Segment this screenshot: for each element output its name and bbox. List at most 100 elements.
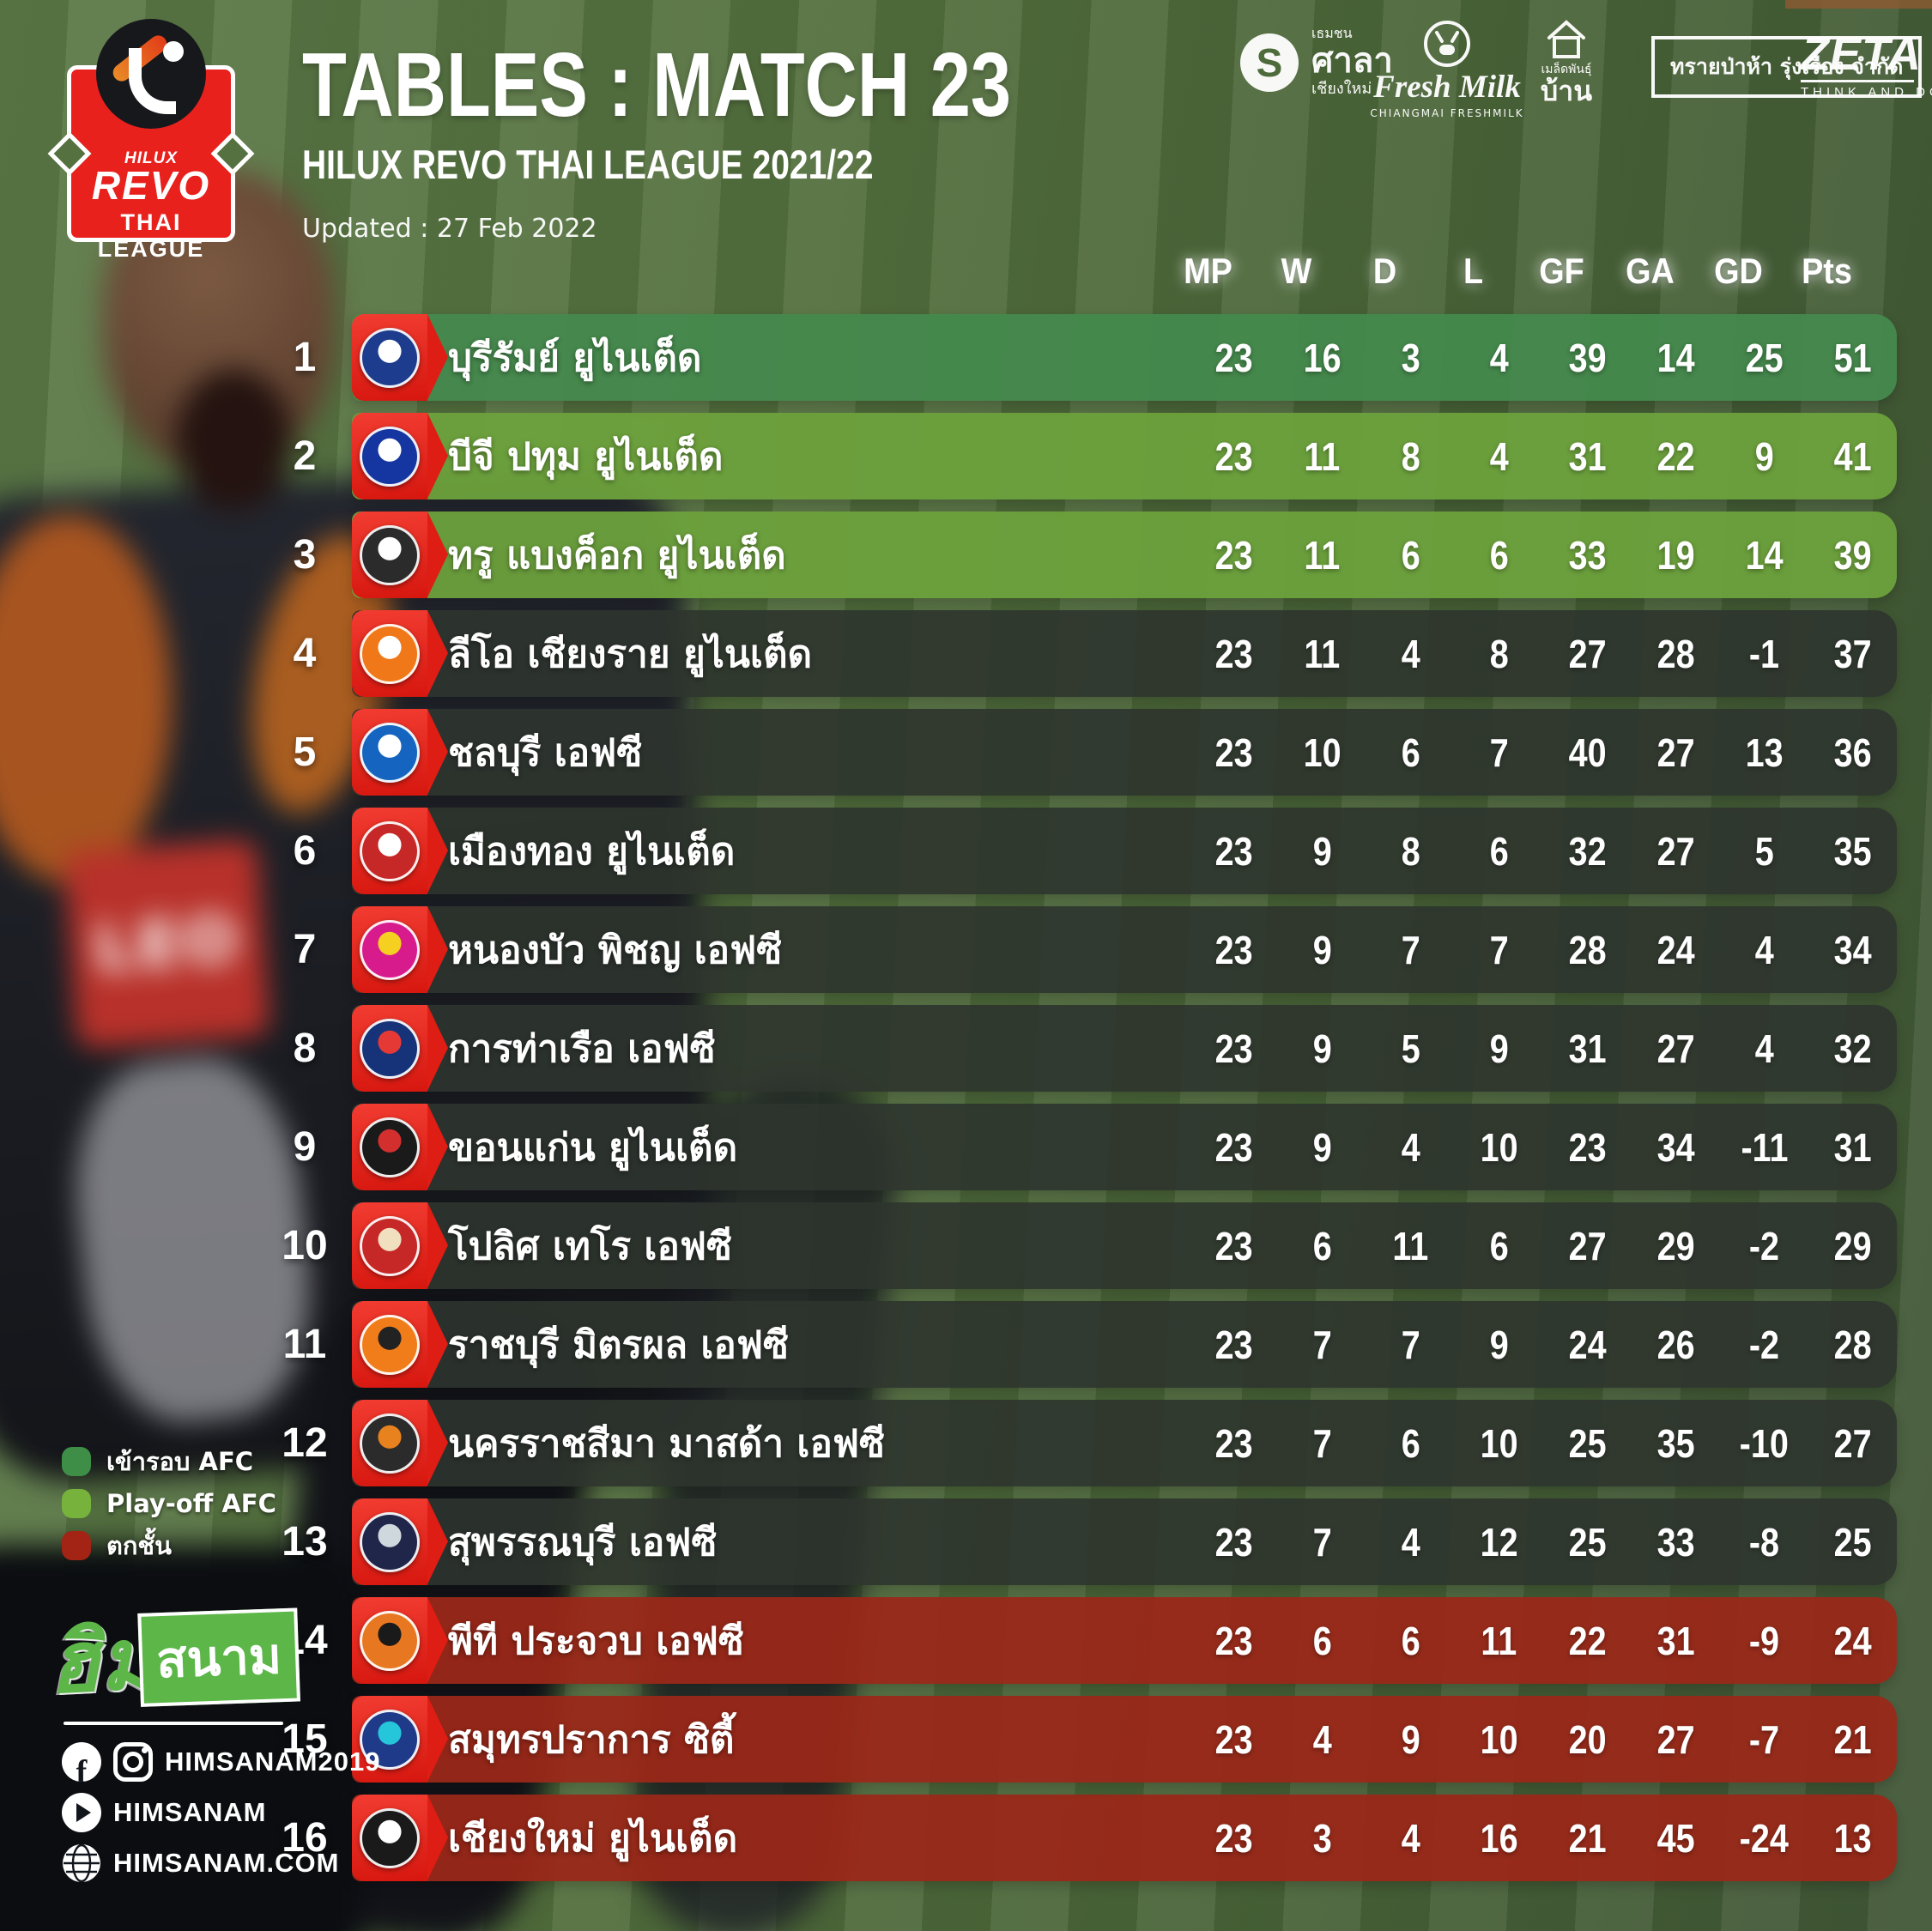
fresh-milk-subtext: CHIANGMAI FRESHMILK <box>1370 107 1524 119</box>
column-header-gf: GF <box>1539 251 1584 291</box>
club-crest <box>360 1511 420 1572</box>
team-row-bar: ทรู แบงค็อก ยูไนเต็ด 23 11 6 6 33 19 14 … <box>352 512 1897 598</box>
stat-pts: 24 <box>1833 1618 1872 1663</box>
team-badge-ribbon <box>352 610 448 697</box>
house-icon <box>1547 20 1585 58</box>
header-titles: TABLES : MATCH 23 HILUX REVO THAI LEAGUE… <box>302 39 1189 244</box>
stat-l: 8 <box>1489 631 1509 676</box>
stat-d: 4 <box>1401 1124 1420 1170</box>
baan-main-text: บ้าน <box>1540 75 1593 108</box>
zeta-tagline: THINK AND DO <box>1801 80 1932 100</box>
stat-gd: -2 <box>1748 1322 1780 1367</box>
rank-number: 7 <box>293 927 317 972</box>
team-row-bar: หนองบัว พิชญ เอฟซี 23 9 7 7 28 24 4 34 <box>352 906 1897 993</box>
table-row: 15 สมุทรปราการ ซิตี้ 23 4 9 10 20 27 -7 … <box>0 1696 1932 1783</box>
stat-ga: 28 <box>1656 631 1695 676</box>
team-row-bar: ราชบุรี มิตรผล เอฟซี 23 7 7 9 24 26 -2 2… <box>352 1301 1897 1388</box>
stat-pts: 32 <box>1833 1026 1872 1071</box>
sponsor-sala: S เธมชน ศาลา เชียงใหม่ <box>1238 25 1393 99</box>
svg-text:S: S <box>1257 40 1283 85</box>
team-name: นครราชสีมา มาสด้า เอฟซี <box>448 1421 885 1466</box>
stat-ga: 24 <box>1656 927 1695 972</box>
rank-number: 16 <box>282 1815 328 1861</box>
stat-pts: 34 <box>1833 927 1872 972</box>
team-badge-ribbon <box>352 1400 448 1486</box>
thai-league-logo-box: HILUX REVO THAI LEAGUE <box>47 65 255 262</box>
stat-w: 11 <box>1304 433 1341 479</box>
thai-league-emblem-icon <box>96 19 206 129</box>
stat-d: 9 <box>1401 1716 1420 1762</box>
page-subtitle: HILUX REVO THAI LEAGUE 2021/22 <box>302 142 874 187</box>
table-column-headers: MP W D L GF GA GD Pts <box>1164 251 1871 292</box>
stat-pts: 39 <box>1833 532 1872 578</box>
stat-l: 6 <box>1489 828 1509 874</box>
social-handle: HIMSANAM2019 <box>165 1746 381 1777</box>
rank-number: 2 <box>293 433 317 479</box>
stat-mp: 23 <box>1214 631 1253 676</box>
himsanam-logo-sanam: สนาม <box>137 1607 301 1707</box>
stat-ga: 22 <box>1656 433 1695 479</box>
stat-pts: 29 <box>1833 1223 1872 1268</box>
stat-ga: 35 <box>1656 1420 1695 1466</box>
stat-d: 6 <box>1401 729 1420 775</box>
stat-pts: 25 <box>1833 1519 1872 1565</box>
team-badge-ribbon <box>352 1301 448 1388</box>
rank-number: 9 <box>293 1124 317 1170</box>
stat-d: 6 <box>1401 532 1420 578</box>
page-title: TABLES : MATCH 23 <box>302 34 1012 136</box>
team-name: เชียงใหม่ ยูไนเต็ด <box>448 1816 738 1861</box>
sponsor-zeta: ZETA THINK AND DO <box>1801 31 1932 100</box>
stat-pts: 28 <box>1833 1322 1872 1367</box>
rank-number: 1 <box>293 335 317 380</box>
table-row: 10 โปลิศ เทโร เอฟซี 23 6 11 6 27 29 -2 2… <box>0 1202 1932 1289</box>
team-row-bar: การท่าเรือ เอฟซี 23 9 5 9 31 27 4 32 <box>352 1005 1897 1092</box>
stat-d: 3 <box>1401 335 1420 380</box>
stat-l: 10 <box>1480 1420 1518 1466</box>
social-links: HIMSANAM2019 HIMSANAM HIMSANAM.COM <box>62 1742 380 1883</box>
stat-gd: 9 <box>1754 433 1774 479</box>
team-badge-ribbon <box>352 1104 448 1190</box>
stat-w: 9 <box>1312 927 1332 972</box>
rank-number: 8 <box>293 1026 317 1071</box>
stat-w: 3 <box>1312 1815 1332 1861</box>
column-header-gd: GD <box>1714 251 1763 291</box>
stat-gf: 39 <box>1568 335 1607 380</box>
column-header-l: L <box>1463 251 1484 291</box>
stadium-stand-strip <box>1785 0 1932 9</box>
sponsor-sai-rungrueang: ทรายป่าห้า รุ่งเรือง จำกัด <box>1651 36 1923 98</box>
team-badge-ribbon <box>352 1202 448 1289</box>
table-row: 11 ราชบุรี มิตรผล เอฟซี 23 7 7 9 24 26 -… <box>0 1301 1932 1388</box>
stat-gf: 25 <box>1568 1519 1607 1565</box>
stat-mp: 23 <box>1214 335 1253 380</box>
stat-w: 7 <box>1312 1519 1332 1565</box>
youtube-icon <box>62 1793 101 1832</box>
rank-number: 13 <box>282 1519 328 1565</box>
stat-mp: 23 <box>1214 1223 1253 1268</box>
stat-gd: -7 <box>1748 1716 1780 1762</box>
stat-pts: 27 <box>1833 1420 1872 1466</box>
stat-pts: 51 <box>1833 335 1872 380</box>
stat-ga: 34 <box>1656 1124 1695 1170</box>
table-row: 8 การท่าเรือ เอฟซี 23 9 5 9 31 27 4 32 <box>0 1005 1932 1092</box>
stat-gf: 27 <box>1568 1223 1607 1268</box>
team-name: สมุทรปราการ ซิตี้ <box>448 1717 735 1762</box>
team-name: พีที ประจวบ เอฟซี <box>448 1619 744 1663</box>
stat-l: 12 <box>1480 1519 1518 1565</box>
stat-pts: 37 <box>1833 631 1872 676</box>
instagram-icon <box>113 1742 153 1782</box>
stat-pts: 41 <box>1833 433 1872 479</box>
stat-gd: -9 <box>1748 1618 1780 1663</box>
stat-gd: 14 <box>1745 532 1784 578</box>
social-row-instagram: HIMSANAM2019 <box>62 1742 380 1782</box>
stat-mp: 23 <box>1214 1716 1253 1762</box>
stat-ga: 27 <box>1656 828 1695 874</box>
stat-gd: -8 <box>1748 1519 1780 1565</box>
stat-l: 4 <box>1489 335 1509 380</box>
club-crest <box>360 1117 420 1177</box>
stat-ga: 14 <box>1656 335 1695 380</box>
club-crest <box>360 1215 420 1276</box>
table-row: 1 บุรีรัมย์ ยูไนเต็ด 23 16 3 4 39 14 25 … <box>0 314 1932 401</box>
playoff-color-swatch <box>62 1489 91 1518</box>
fresh-milk-cow-icon <box>1424 21 1470 67</box>
stat-w: 11 <box>1304 532 1341 578</box>
